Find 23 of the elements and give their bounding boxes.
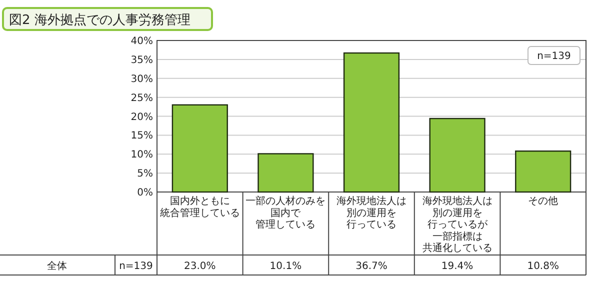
y-tick-label: 15% [130, 130, 153, 142]
x-tick-label: 海外現地法人は別の運用を行っている [336, 195, 406, 231]
x-tick-label: 一部の人材のみを国内で管理している [246, 195, 326, 231]
y-tick-label: 10% [130, 150, 153, 161]
x-tick-label: 国内外ともに統合管理している [160, 195, 240, 219]
y-tick-label: 30% [130, 74, 153, 85]
y-tick-label: 40% [130, 36, 153, 47]
y-tick-label: 5% [137, 168, 153, 180]
chart-title: 図2 海外拠点での人事労務管理 [9, 13, 190, 28]
annotation: n=139 [537, 51, 571, 62]
data-label: 36.7% [356, 261, 388, 272]
data-label: 23.0% [184, 261, 216, 272]
y-tick-label: 20% [130, 112, 153, 123]
y-tick-label: 0% [137, 188, 153, 198]
data-label: 19.4% [441, 261, 474, 272]
data-label: 10.1% [270, 261, 302, 272]
x-tick-label: 海外現地法人は別の運用を行っているが一部指標は共通化している [422, 195, 492, 254]
y-tick-label: 25% [130, 92, 153, 104]
text: n=139 [119, 261, 153, 272]
x-tick-label: その他 [528, 195, 558, 207]
text: 全体 [47, 260, 67, 272]
data-label: 10.8% [527, 261, 559, 272]
y-tick-label: 35% [130, 54, 153, 66]
